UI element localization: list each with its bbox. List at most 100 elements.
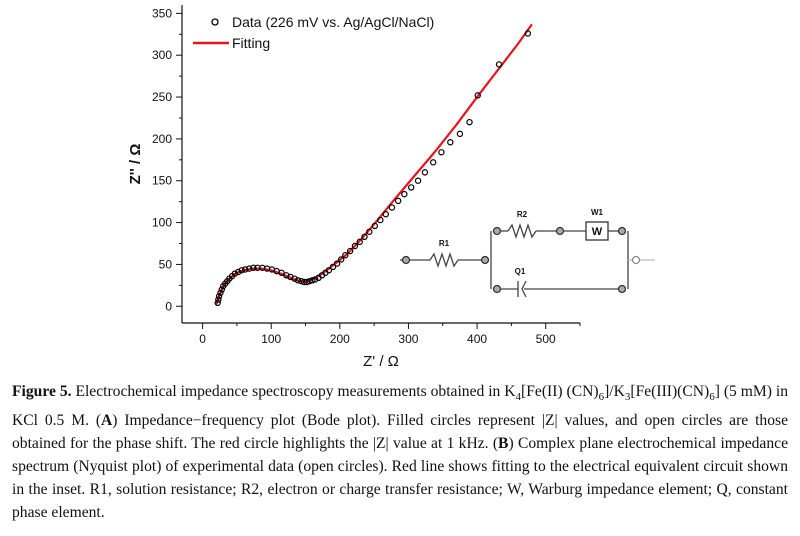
data-point [306,277,313,285]
data-point [342,252,349,259]
y-tick-label: 0 [165,299,172,313]
y-tick-label: 300 [152,48,172,62]
data-point [524,30,532,37]
caption-fragment: 4 [515,391,522,404]
r1-label: R1 [439,239,450,248]
data-point [382,211,390,218]
y-tick-label: 150 [152,174,172,188]
circuit-node [555,226,565,236]
data-point [407,184,415,191]
x-tick-label: 300 [398,332,418,346]
data-point [250,264,257,271]
circuit-node [401,255,411,265]
data-point [215,293,223,300]
data-point [235,268,242,276]
data-point [361,233,368,241]
data-point [291,275,298,282]
caption-fragment: Electrochemical impedance spectroscopy m… [71,383,516,400]
data-point [241,266,249,273]
circuit-node [492,226,502,236]
caption-fragment: ) Impedance−frequency plot (Bode plot). … [12,412,788,453]
axes: 0 100 200 300 400 500 0 50 100 150 200 250 300 350 Z' … [127,5,581,370]
data-point [278,269,285,276]
r2-label: R2 [517,210,528,219]
legend-marker-data [211,18,219,26]
data-point [438,149,445,156]
data-point [414,177,422,184]
y-tick-label: 50 [159,257,173,271]
data-point [214,299,221,307]
x-tick-label: 100 [261,332,281,346]
caption-fragment: 6 [709,391,715,404]
r2-resistor [507,222,537,240]
y-tick-label: 100 [152,216,172,230]
data-point [218,286,225,293]
circuit-node [480,255,490,265]
figure-caption: Figure 5. Electrochemical impedance spec… [12,380,788,524]
data-point [338,256,345,263]
data-point [366,228,373,235]
figure-label: Figure 5. [12,383,72,400]
data-point [447,139,454,146]
caption-fragment: [Fe(II) (CN) [521,383,599,400]
data-point [371,222,379,230]
warburg-symbol: W [592,226,603,238]
data-point [356,238,363,246]
data-point [303,278,311,286]
circuit-node [617,284,627,294]
circuit-node [631,255,641,265]
circuit-node [492,284,502,294]
q1-label: Q1 [515,267,526,276]
nyquist-figure: 0 100 200 300 400 500 0 50 100 150 200 250 300 350 Z' … [127,5,655,370]
data-point [351,242,359,250]
y-axis-label: Z'' / Ω [127,144,144,185]
data-point [329,263,337,271]
data-point [388,204,396,211]
caption-fragment: ] (5 mM) in KCl 0.5 M. ( [12,383,788,430]
legend: Data (226 mV vs. Ag/AgCl/NaCl) Fitting [193,14,434,51]
y-tick-label: 200 [152,132,172,146]
legend-label-data: Data (226 mV vs. Ag/AgCl/NaCl) [232,14,434,30]
data-point [215,296,222,303]
caption-fragment: A [101,412,113,430]
caption-fragment: ) Complex plane electrochemical impedanc… [12,435,788,522]
data-point [456,130,464,138]
y-tick-label: 250 [152,90,172,104]
x-tick-label: 200 [330,332,350,346]
data-point [238,267,245,274]
x-tick-label: 400 [467,332,487,346]
x-tick-label: 500 [536,332,556,346]
data-point [401,190,408,198]
cpe-plate-angled [521,280,527,298]
x-axis-label: Z' / Ω [363,353,399,370]
legend-label-fitting: Fitting [232,35,270,51]
equivalent-circuit-inset: R1 R2 W1 W Q1 [400,208,655,298]
r1-resistor [429,251,459,269]
caption-fragment: [Fe(III)(CN) [630,383,710,400]
data-point [377,216,384,224]
data-point [217,289,224,297]
data-point [246,265,253,272]
caption-fragment: ]/K [604,383,625,400]
data-point [474,92,481,99]
data-point [294,277,302,284]
w1-label: W1 [591,208,604,217]
caption-fragment: B [498,435,509,453]
data-point [495,61,503,68]
data-point [311,276,319,283]
caption-fragment: 6 [598,391,605,404]
y-tick-label: 350 [152,6,172,20]
data-point [333,260,341,267]
data-point [466,118,473,126]
data-point [421,169,429,176]
data-point [325,267,333,274]
circuit-node [617,226,627,236]
data-point [394,197,402,205]
series-layer [214,23,533,307]
data-point [429,159,437,166]
x-tick-label: 0 [199,332,206,346]
data-point [231,270,239,277]
caption-fragment: 3 [624,391,631,404]
caption-body: Electrochemical impedance spectroscopy m… [12,383,788,521]
data-point [346,247,354,255]
